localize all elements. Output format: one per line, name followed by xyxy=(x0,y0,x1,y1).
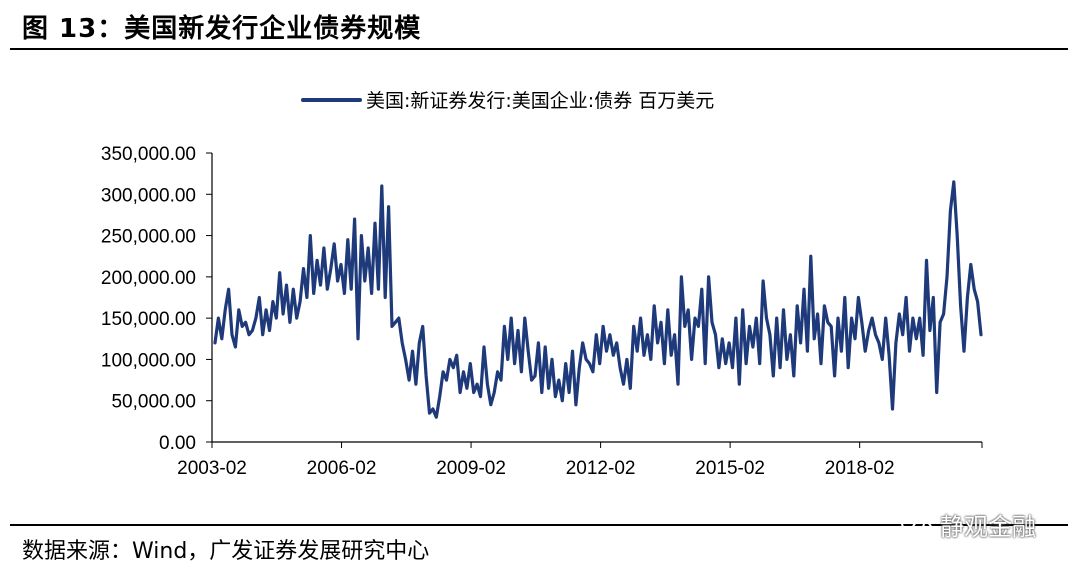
y-axis: 0.00 50,000.00 100,000.00 150,000.00 200,000… xyxy=(101,144,213,454)
figure-title: 图 13：美国新发行企业债券规模 xyxy=(22,14,422,44)
y-tick-label: 150,000.00 xyxy=(101,309,196,330)
watermark: 静观金融 xyxy=(900,507,1036,542)
title-divider xyxy=(10,48,1068,50)
y-tick-label: 200,000.00 xyxy=(101,268,196,289)
wechat-icon xyxy=(901,512,932,536)
y-tick-label: 250,000.00 xyxy=(101,227,196,248)
x-axis: 2003-02 2006-02 2009-02 2012-02 2015-02 2018-… xyxy=(177,441,983,479)
x-tick-label: 2009-02 xyxy=(436,458,506,479)
source-divider xyxy=(10,524,1068,526)
series-line xyxy=(213,180,983,419)
source-note: 数据来源：Wind，广发证券发展研究中心 xyxy=(22,539,430,564)
y-tick-label: 0.00 xyxy=(159,433,196,454)
y-tick-label: 350,000.00 xyxy=(101,144,196,165)
x-tick-label: 2012-02 xyxy=(566,458,636,479)
x-tick-label: 2018-02 xyxy=(825,458,895,479)
y-tick-label: 100,000.00 xyxy=(101,350,196,371)
y-tick-label: 50,000.00 xyxy=(111,392,196,413)
plot-area xyxy=(213,180,983,419)
x-tick-label: 2006-02 xyxy=(307,458,377,479)
x-tick-label: 2015-02 xyxy=(695,458,765,479)
x-tick-label: 2003-02 xyxy=(177,458,247,479)
watermark-text: 静观金融 xyxy=(940,513,1036,541)
y-tick-label: 300,000.00 xyxy=(101,185,196,206)
legend-label: 美国:新证券发行:美国企业:债券 百万美元 xyxy=(366,90,714,112)
legend: 美国:新证券发行:美国企业:债券 百万美元 xyxy=(301,90,714,112)
